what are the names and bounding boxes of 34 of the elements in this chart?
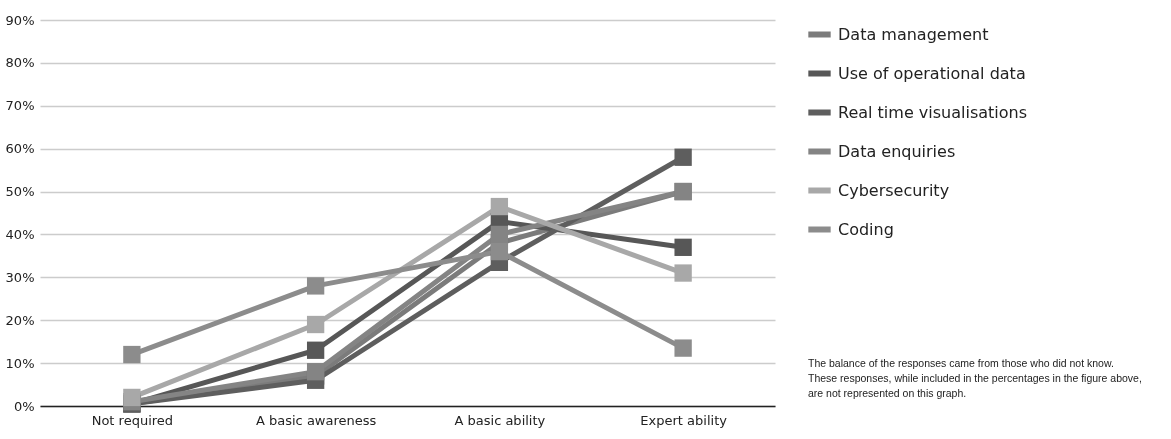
y-tick-label: 70% — [5, 98, 35, 114]
y-tick-label: 40% — [5, 226, 35, 242]
y-tick-label: 30% — [5, 269, 35, 285]
point — [306, 341, 325, 359]
legend-label: Cybersecurity — [838, 180, 950, 200]
x-tick-label: Expert ability — [640, 412, 728, 428]
point — [674, 148, 692, 166]
point — [674, 238, 692, 256]
point — [674, 339, 692, 357]
point — [490, 197, 509, 216]
point — [490, 242, 509, 261]
point — [306, 277, 325, 295]
x-tick-label: A basic ability — [454, 412, 546, 428]
legend-label: Real time visualisations — [838, 102, 1028, 122]
text: The balance of the responses came from those who did not know. These responses, while included in the percentages in the figure above, are not represented on this graph. — [808, 356, 1143, 401]
x-tick-label: A basic awareness — [255, 412, 377, 428]
point — [490, 225, 509, 244]
legend-label: Data enquiries — [838, 141, 956, 161]
point — [306, 363, 325, 381]
y-tick-label: 20% — [5, 312, 35, 328]
point — [123, 345, 141, 364]
y-tick-label: 80% — [5, 55, 35, 71]
y-tick-label: 90% — [5, 12, 35, 28]
y-tick-label: 0% — [13, 398, 35, 414]
y-tick-label: 60% — [5, 141, 35, 157]
point — [123, 388, 141, 407]
y-tick-label: 10% — [5, 355, 35, 371]
x-tick-label: Not required — [91, 412, 174, 428]
point — [306, 315, 325, 334]
legend-label: Use of operational data — [838, 63, 1026, 83]
y-tick-label: 50% — [5, 184, 35, 200]
legend-label: Coding — [838, 219, 894, 239]
legend-label: Data management — [838, 24, 989, 44]
point — [674, 264, 692, 282]
